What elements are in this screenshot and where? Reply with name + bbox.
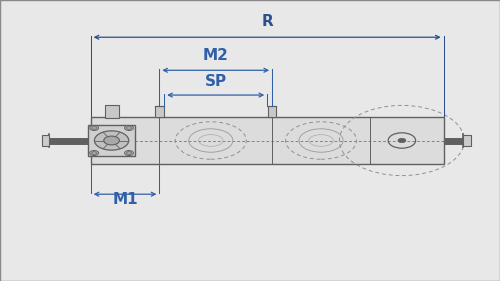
Circle shape (398, 138, 406, 143)
Circle shape (94, 131, 128, 150)
Bar (42, 135, 49, 146)
Circle shape (92, 152, 96, 154)
Text: R: R (262, 14, 273, 29)
Circle shape (90, 126, 98, 130)
Circle shape (124, 151, 134, 155)
Bar (155, 106, 164, 117)
Bar (104, 105, 118, 119)
Text: SP: SP (204, 74, 227, 89)
Bar (88, 125, 135, 156)
Bar (463, 135, 470, 146)
Circle shape (92, 127, 96, 129)
Circle shape (90, 151, 98, 155)
Bar (268, 106, 276, 117)
Circle shape (126, 127, 132, 129)
Circle shape (104, 136, 120, 145)
Circle shape (126, 152, 132, 154)
Circle shape (124, 126, 134, 130)
Text: M1: M1 (112, 192, 138, 207)
Bar (91, 117, 444, 164)
Text: M2: M2 (203, 48, 228, 64)
